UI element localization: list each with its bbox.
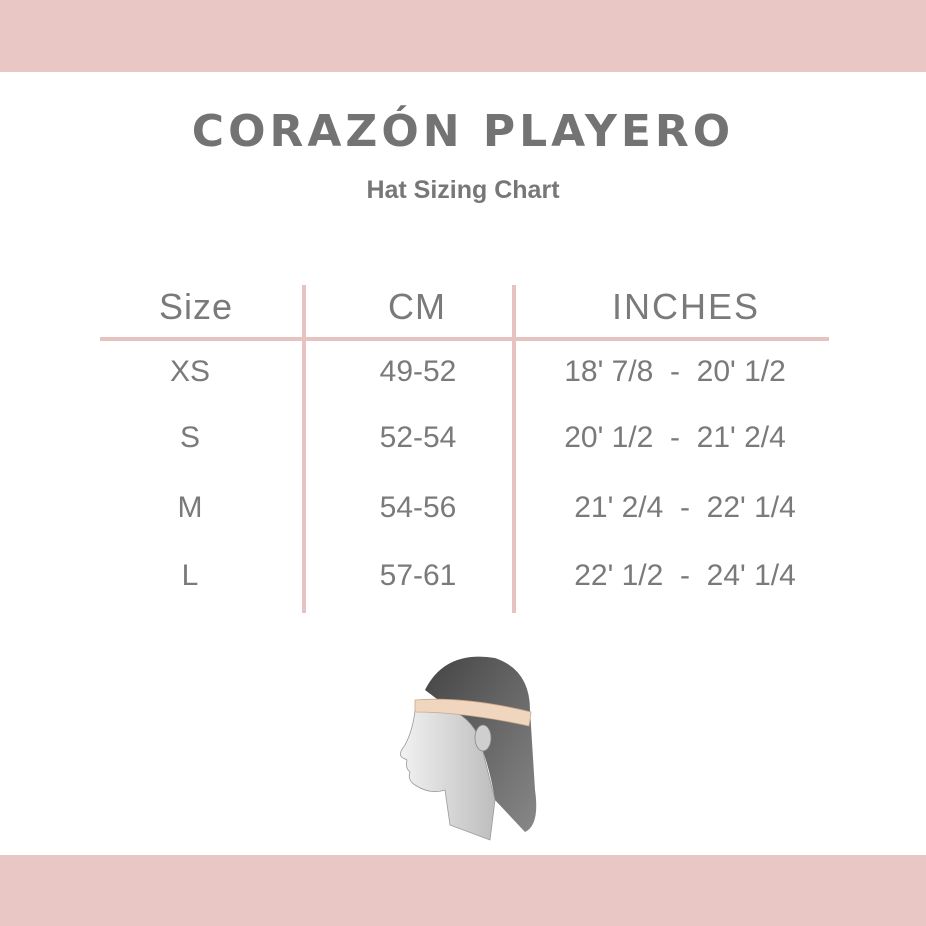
brand-title: CORAZÓN PLAYERO: [191, 106, 735, 157]
header-cm: CM: [388, 286, 446, 327]
measuring-tape: [414, 698, 532, 727]
cm-cell: 54-56: [379, 491, 457, 524]
cm-cell: 57-61: [379, 559, 457, 592]
column-divider: [512, 285, 516, 613]
size-cell: L: [181, 559, 199, 592]
top-band: [0, 0, 926, 72]
bottom-band: [0, 855, 926, 926]
size-cell: M: [177, 491, 203, 524]
cm-cell: 52-54: [379, 421, 457, 454]
inches-cell: 21' 2/4 - 22' 1/4: [574, 491, 796, 524]
header-inches: INCHES: [611, 286, 761, 327]
header-size: Size: [158, 286, 234, 327]
chart-subtitle: Hat Sizing Chart: [366, 176, 560, 204]
inches-cell: 20' 1/2 - 21' 2/4: [564, 421, 786, 454]
header-divider: [100, 337, 829, 341]
ear-shape: [474, 724, 492, 752]
inches-cell: 22' 1/2 - 24' 1/4: [574, 559, 796, 592]
head-measuring-tape-illustration: [400, 656, 537, 841]
column-divider: [302, 285, 306, 613]
inches-cell: 18' 7/8 - 20' 1/2: [564, 355, 786, 388]
size-cell: S: [179, 421, 201, 454]
size-cell: XS: [169, 355, 211, 388]
cm-cell: 49-52: [379, 355, 457, 388]
